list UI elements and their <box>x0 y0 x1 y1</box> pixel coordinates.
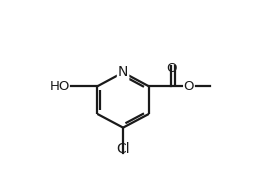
Text: HO: HO <box>49 80 70 93</box>
Text: Cl: Cl <box>116 142 130 156</box>
Text: O: O <box>184 80 194 93</box>
Text: O: O <box>166 62 176 75</box>
Text: N: N <box>118 66 128 79</box>
